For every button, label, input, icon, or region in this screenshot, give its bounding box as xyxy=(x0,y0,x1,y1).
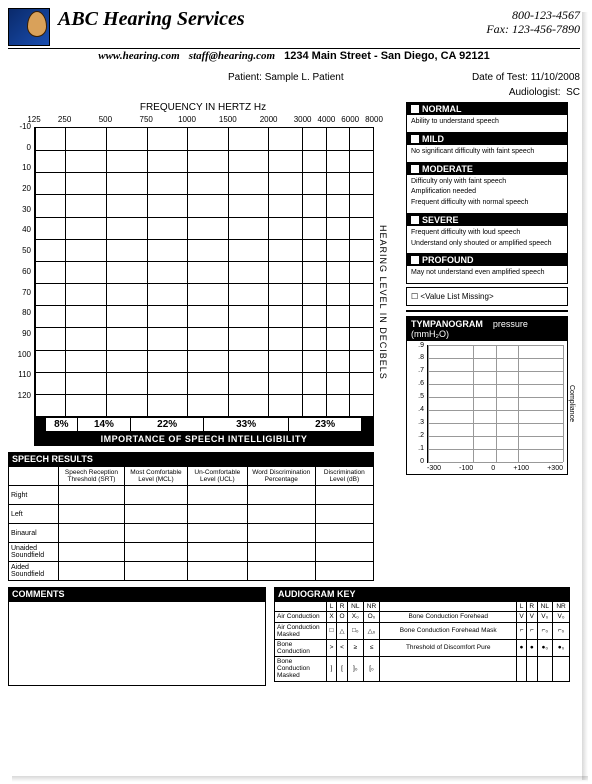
contact-line: www.hearing.com staff@hearing.com 1234 M… xyxy=(8,50,580,62)
importance-bar: IMPORTANCE OF SPEECH INTELLIGIBILITY xyxy=(34,432,374,446)
y-axis-label: HEARING LEVEL IN DECIBELS xyxy=(374,127,388,417)
audiogram-chart: 1252505007501000150020003000400060008000… xyxy=(8,115,398,446)
comments-box xyxy=(8,601,266,686)
divider xyxy=(8,48,580,49)
key-title: AUDIOGRAM KEY xyxy=(274,587,570,601)
severity-legend: NORMALAbility to understand speechMILDNo… xyxy=(406,102,568,284)
comments-title: COMMENTS xyxy=(8,587,266,601)
company-name: ABC Hearing Services xyxy=(58,8,478,31)
phone: 800-123-4567 xyxy=(486,8,580,22)
percent-row: 8%14%22%33%23% xyxy=(34,417,374,432)
freq-title: FREQUENCY IN HERTZ Hz xyxy=(8,102,398,113)
ear-logo xyxy=(8,8,50,46)
tympanogram: TYMPANOGRAM pressure (mmH₂O) Compliance … xyxy=(406,316,568,475)
speech-table: Speech Reception Threshold (SRT)Most Com… xyxy=(8,466,374,581)
value-missing: <Value List Missing> xyxy=(406,287,568,306)
audiogram-key-table: LRNLNRLRNLNRAir ConductionXOX₀O₀Bone Con… xyxy=(274,601,570,681)
header: ABC Hearing Services 800-123-4567 Fax: 1… xyxy=(8,8,580,46)
patient-info: Patient: Sample L. Patient Date of Test:… xyxy=(8,72,580,83)
speech-title: SPEECH RESULTS xyxy=(8,452,374,466)
header-contact: 800-123-4567 Fax: 123-456-7890 xyxy=(486,8,580,37)
